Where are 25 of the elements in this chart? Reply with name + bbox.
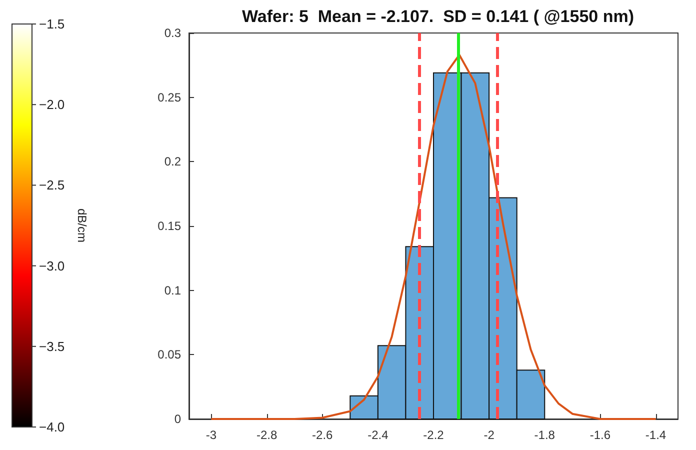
y-tick-label: 0.1 bbox=[164, 283, 182, 298]
line-series bbox=[210, 54, 657, 420]
x-tick-label: -2.4 bbox=[368, 428, 389, 442]
color-bar-label: −3.0 bbox=[39, 258, 65, 274]
y-tick-label: 0.2 bbox=[164, 154, 182, 169]
y-tick-label: 0.25 bbox=[158, 90, 182, 104]
color-bar-label: −4.0 bbox=[39, 420, 65, 434]
x-tick-label: -1.4 bbox=[645, 428, 666, 442]
x-tick-label: -2.6 bbox=[312, 428, 334, 442]
y-tick-label: 0.05 bbox=[158, 348, 182, 362]
color-bar-label: −2.5 bbox=[39, 178, 65, 193]
y-tick-label: 0 bbox=[174, 412, 182, 426]
x-tick-label: -1.6 bbox=[590, 428, 611, 442]
color-bar-label: −1.5 bbox=[39, 16, 65, 32]
chart-title: Wafer: 5 Mean = -2.107. SD = 0.141 ( @1550 nm) bbox=[242, 7, 634, 26]
color-bar-title: dB/cm bbox=[75, 208, 89, 243]
color-bar-label: −3.5 bbox=[39, 338, 65, 354]
y-tick-label: 0.3 bbox=[164, 26, 182, 40]
x-tick-label: -3 bbox=[206, 428, 217, 442]
x-tick-label: -2.2 bbox=[423, 428, 444, 442]
x-tick-label: -2 bbox=[484, 428, 495, 442]
x-tick-label: -1.8 bbox=[534, 428, 556, 442]
x-tick-label: -2.8 bbox=[256, 428, 278, 442]
color-bar-label: −2.0 bbox=[39, 97, 65, 112]
y-tick-label: 0.15 bbox=[158, 219, 182, 233]
